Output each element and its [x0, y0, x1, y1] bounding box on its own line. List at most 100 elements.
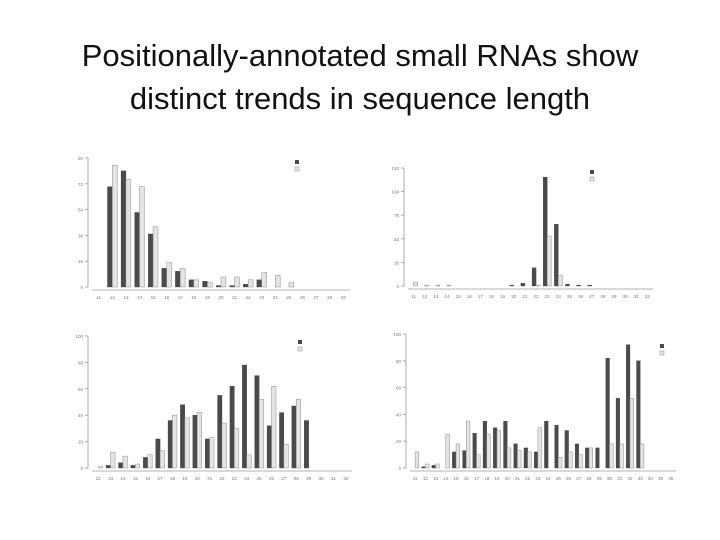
x-tick-label: 21	[522, 294, 528, 299]
bar-series-2	[424, 284, 429, 287]
bar-series-1	[202, 281, 208, 288]
x-tick-label: 18	[191, 295, 197, 300]
bar-series-1	[229, 386, 235, 469]
bar-series-1	[626, 344, 631, 469]
x-tick-label: 14	[444, 294, 450, 299]
x-tick-label: 35	[658, 476, 664, 481]
bar-series-2	[261, 272, 267, 288]
bar-series-1	[452, 451, 457, 469]
bar-series-2	[435, 463, 440, 469]
x-tick-label: 31	[331, 476, 337, 481]
bar-series-1	[143, 457, 148, 469]
x-tick-label: 29	[341, 295, 347, 300]
bar-series-1	[543, 176, 548, 287]
x-tick-label: 16	[464, 476, 470, 481]
x-tick-label: 26	[269, 476, 275, 481]
chart-panel-4: 0 20 40 60 80 100 11 12 13 14 15 16 17 18 19 20 21 22 23 24…	[368, 330, 683, 500]
bar-series-2	[166, 262, 172, 288]
x-tick-label: 32	[343, 476, 349, 481]
bar-series-2	[172, 414, 178, 469]
x-tick-label: 11	[411, 294, 416, 299]
legend-key-light	[297, 346, 303, 352]
bar-series-2	[466, 420, 471, 469]
y-tick-label: 72	[78, 182, 84, 187]
x-tick-label: 17	[158, 476, 164, 481]
x-tick-label: 30	[319, 476, 325, 481]
x-tick-label: 18	[484, 476, 490, 481]
bar-series-1	[217, 395, 223, 469]
bar-series-2	[234, 276, 240, 288]
legend-key-light	[294, 166, 300, 172]
x-tick-label: 18	[170, 476, 176, 481]
y-tick-label: 20	[396, 439, 402, 444]
bar-series-2	[558, 274, 563, 287]
bar-series-2	[568, 451, 573, 469]
bar-series-1	[534, 451, 539, 469]
legend-key-light	[659, 350, 665, 356]
x-tick-label: 32	[645, 294, 651, 299]
bar-series-2	[139, 186, 145, 288]
bar-series-1	[130, 465, 136, 469]
y-tick-label: 0	[80, 285, 83, 290]
bar-series-2	[546, 235, 552, 287]
bar-series-2	[258, 399, 264, 469]
x-tick-label: 28	[587, 476, 593, 481]
x-tick-label: 14	[443, 476, 449, 481]
bar-series-1	[291, 405, 297, 469]
x-tick-label: 19	[494, 476, 500, 481]
bar-series-1	[482, 420, 487, 469]
bar-series-2	[135, 463, 141, 469]
bar-series-2	[486, 434, 491, 469]
x-tick-label: 13	[123, 295, 129, 300]
bar-series-1	[161, 268, 167, 288]
bar-series-1	[544, 420, 549, 469]
x-tick-label: 14	[120, 476, 126, 481]
bar-series-1	[431, 465, 436, 469]
x-tick-label: 12	[110, 295, 116, 300]
y-tick-label: 20	[78, 440, 84, 445]
bar-series-2	[619, 443, 624, 469]
bar-series-1	[636, 360, 641, 469]
bar-series-1	[585, 447, 590, 469]
bar-series-2	[435, 284, 441, 287]
bar-series-1	[564, 430, 569, 469]
y-tick-label: 80	[396, 359, 402, 364]
slide-title: Positionally-annotated small RNAs show d…	[0, 34, 720, 120]
y-tick-label: 40	[396, 412, 402, 417]
x-tick-label: 11	[413, 476, 418, 481]
y-tick-label: 104	[391, 190, 399, 195]
legend-key-dark	[295, 160, 299, 164]
x-tick-label: 23	[259, 295, 265, 300]
bar-series-2	[496, 430, 501, 469]
x-tick-label: 21	[207, 476, 213, 481]
bar-series-1	[105, 465, 111, 469]
x-tick-label: 25	[567, 294, 573, 299]
bar-series-1	[180, 404, 186, 469]
bar-series-1	[523, 447, 528, 469]
x-tick-label: 15	[133, 476, 139, 481]
bar-series-1	[513, 443, 518, 469]
x-tick-label: 22	[525, 476, 531, 481]
x-tick-label: 21	[515, 476, 521, 481]
x-tick-label: 17	[478, 294, 484, 299]
x-tick-label: 28	[600, 294, 606, 299]
bar-series-2	[125, 179, 132, 288]
bar-series-2	[517, 450, 522, 469]
bar-series-2	[639, 443, 645, 469]
bar-series-1	[605, 357, 610, 469]
bar-series-1	[192, 415, 198, 469]
bar-series-2	[296, 399, 301, 469]
bar-series-2	[288, 282, 295, 288]
x-tick-label: 25	[257, 476, 263, 481]
x-tick-label: 32	[627, 476, 633, 481]
y-tick-label: 40	[78, 413, 84, 418]
chart-panel-2: 0 26 52 78 104 130 11 12 13 14 15 16 17 18 19 20 21 22 23 2…	[368, 160, 663, 310]
bar-series-2	[476, 454, 481, 469]
bar-series-2	[209, 437, 215, 469]
y-tick-label: 60	[78, 387, 84, 392]
x-tick-label: 20	[218, 295, 224, 300]
bar-series-1	[304, 420, 309, 469]
bar-series-1	[595, 447, 600, 469]
y-tick-label: 26	[394, 260, 400, 265]
bar-series-2	[425, 463, 430, 469]
